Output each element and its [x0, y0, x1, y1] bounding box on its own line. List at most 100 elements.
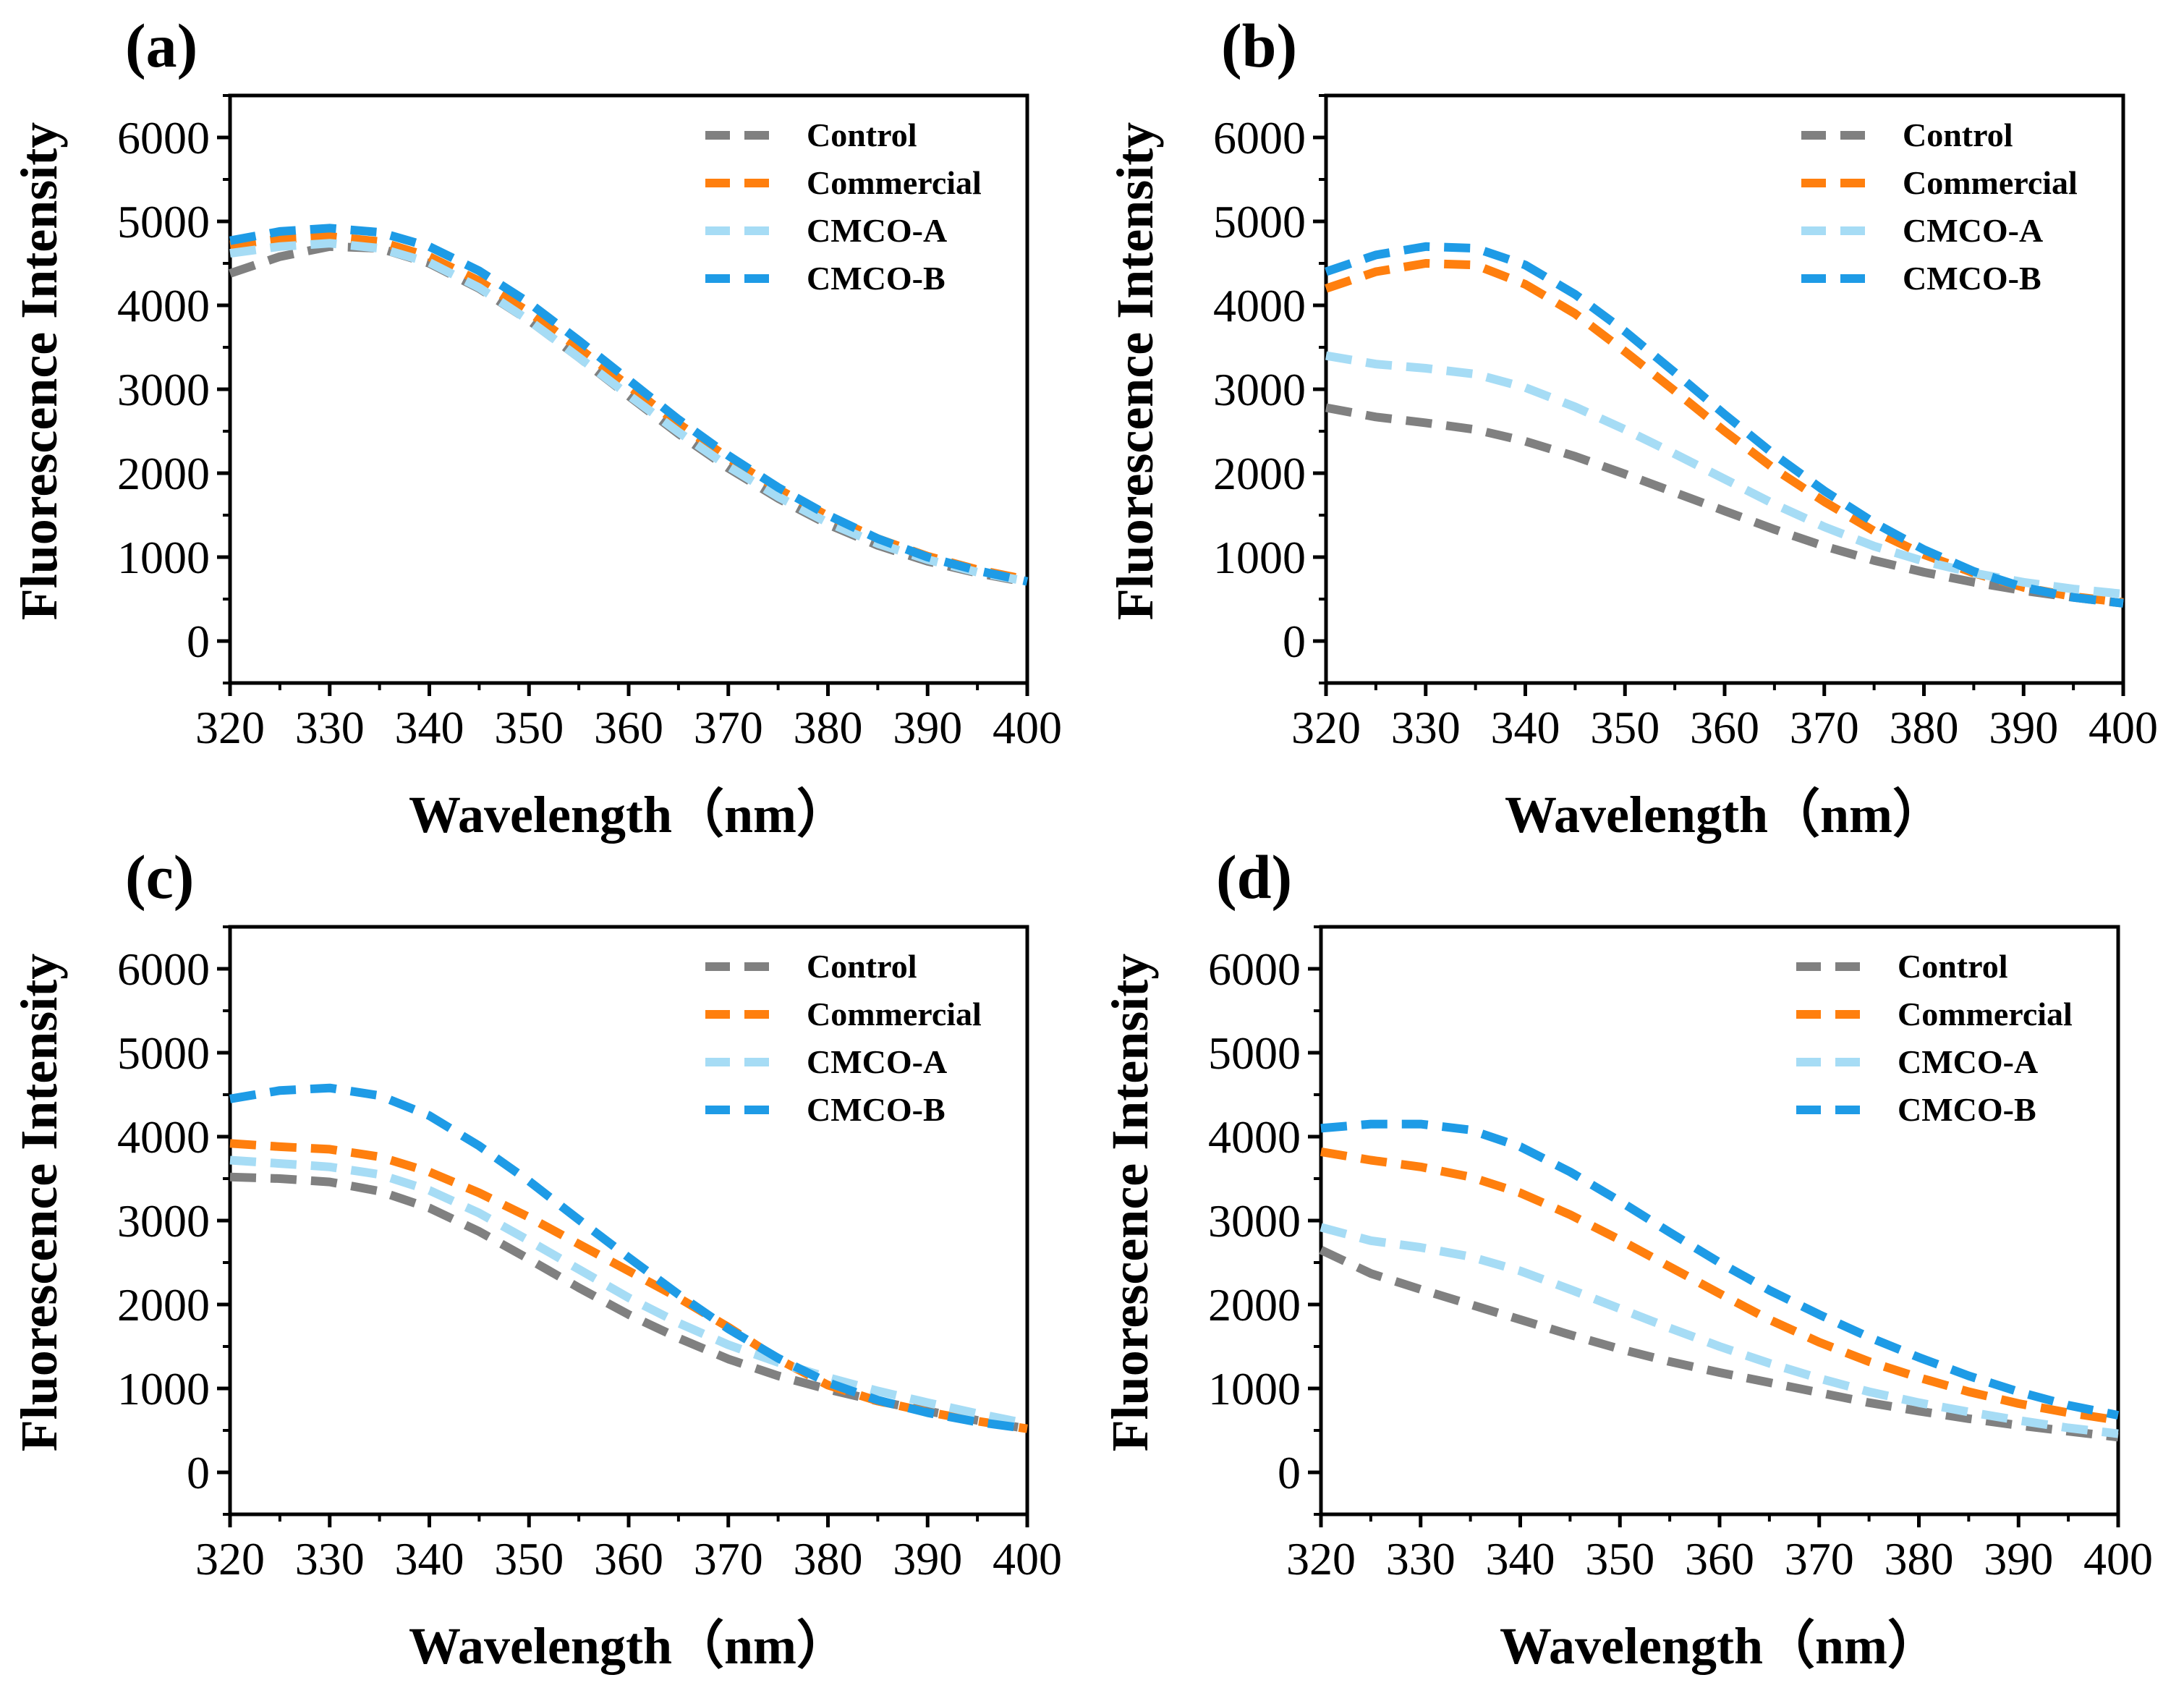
series-line-cmco-b	[1320, 1119, 2120, 1420]
y-tick-label: 3000	[117, 1195, 210, 1247]
legend-label: Commercial	[807, 996, 982, 1032]
series-line-control	[1325, 403, 2124, 608]
series-line-cmco-a	[1325, 351, 2124, 598]
x-tick-label: 340	[1486, 1533, 1555, 1585]
y-tick-label: 4000	[1213, 280, 1306, 331]
legend-label: CMCO-A	[1898, 1043, 2038, 1080]
y-tick-label: 0	[187, 616, 210, 667]
legend: Control Commercial CMCO-A CMCO-B	[1796, 948, 2073, 1128]
x-tick-label: 330	[1386, 1533, 1456, 1585]
x-tick-label: 360	[594, 1533, 663, 1585]
series-line-cmco-a	[229, 239, 1029, 586]
series-line-commercial	[1325, 259, 2124, 607]
legend-label: Control	[807, 948, 917, 985]
series-line-commercial	[1320, 1147, 2119, 1425]
y-tick-label: 3000	[1213, 364, 1306, 415]
legend-label: CMCO-A	[807, 1043, 947, 1080]
x-tick-label: 360	[1685, 1533, 1754, 1585]
x-tick-label: 400	[2083, 1533, 2153, 1585]
x-tick-label: 370	[694, 702, 763, 753]
x-tick-label: 370	[1790, 702, 1859, 753]
x-tick-label: 350	[1585, 1533, 1654, 1585]
panel-a: 0 1000 2000 3000 4000 5000 6000 320 330 340 350 360…	[10, 11, 1062, 844]
x-tick-label: 400	[993, 1533, 1062, 1585]
x-tick-label: 340	[1491, 702, 1560, 753]
panel-label: (d)	[1216, 842, 1292, 912]
legend: Control Commercial CMCO-A CMCO-B	[1801, 116, 2078, 297]
y-tick-label: 6000	[117, 112, 210, 164]
y-tick-label: 1000	[117, 1363, 210, 1414]
legend-label: CMCO-B	[1898, 1091, 2036, 1128]
x-tick-label: 400	[993, 702, 1062, 753]
x-tick-label: 320	[1286, 1533, 1356, 1585]
x-tick-label: 330	[295, 702, 365, 753]
x-tick-label: 400	[2089, 702, 2158, 753]
y-tick-label: 1000	[1208, 1363, 1301, 1414]
x-tick-label: 390	[1984, 1533, 2053, 1585]
panel-label: (a)	[125, 11, 197, 80]
legend-label: Control	[1903, 116, 2013, 153]
x-axis-title: Wavelength（nm）	[409, 786, 849, 844]
legend-label: Control	[1898, 948, 2008, 985]
series-line-control	[229, 242, 1029, 587]
y-tick-label: 4000	[1208, 1111, 1301, 1163]
y-tick-label: 0	[1283, 616, 1306, 667]
y-tick-label: 2000	[1213, 448, 1306, 499]
x-tick-label: 340	[395, 1533, 464, 1585]
x-tick-label: 380	[1885, 1533, 1954, 1585]
x-tick-label: 360	[594, 702, 663, 753]
y-tick-label: 6000	[1208, 943, 1301, 995]
series-line-control	[1319, 1246, 2119, 1442]
legend-label: Commercial	[807, 164, 982, 201]
x-axis-title: Wavelength（nm）	[409, 1617, 849, 1675]
x-tick-label: 390	[893, 702, 962, 753]
x-tick-label: 390	[1989, 702, 2058, 753]
legend-label: Commercial	[1898, 996, 2073, 1032]
panel-label: (c)	[125, 842, 194, 912]
y-axis-title: Fluorescence Intensity	[1101, 954, 1159, 1452]
series-line-commercial	[229, 1139, 1028, 1433]
legend-label: CMCO-B	[807, 1091, 946, 1128]
x-axis-title: Wavelength（nm）	[1500, 1617, 1939, 1675]
legend-label: CMCO-A	[807, 212, 947, 249]
legend-label: CMCO-A	[1903, 212, 2043, 249]
y-tick-label: 2000	[117, 448, 210, 499]
y-tick-label: 5000	[117, 196, 210, 247]
y-axis-title: Fluorescence Intensity	[1106, 122, 1164, 621]
y-tick-label: 3000	[1208, 1195, 1301, 1247]
panel-c: 0 1000 2000 3000 4000 5000 6000 320 330 340 350 360…	[10, 842, 1062, 1675]
series-line-cmco-b	[229, 1083, 1028, 1433]
y-axis-title: Fluorescence Intensity	[10, 122, 68, 621]
x-axis-title: Wavelength（nm）	[1505, 786, 1945, 844]
x-tick-label: 380	[794, 702, 863, 753]
y-tick-label: 5000	[117, 1027, 210, 1079]
x-tick-label: 320	[1291, 702, 1361, 753]
y-tick-label: 1000	[117, 532, 210, 583]
y-tick-label: 4000	[117, 1111, 210, 1163]
y-tick-label: 2000	[117, 1279, 210, 1331]
y-tick-label: 6000	[117, 943, 210, 995]
x-tick-label: 370	[1785, 1533, 1854, 1585]
panel-d: 0 1000 2000 3000 4000 5000 6000 320 330 340 350 360…	[1101, 842, 2153, 1675]
panel-label: (b)	[1221, 11, 1297, 80]
legend-label: Control	[807, 116, 917, 153]
legend-label: Commercial	[1903, 164, 2078, 201]
series-line-control	[229, 1172, 1028, 1433]
y-tick-label: 5000	[1213, 196, 1306, 247]
x-tick-label: 380	[1890, 702, 1959, 753]
x-tick-label: 320	[195, 1533, 265, 1585]
y-tick-label: 1000	[1213, 532, 1306, 583]
series-line-cmco-b	[1325, 242, 2124, 608]
x-tick-label: 340	[395, 702, 464, 753]
y-axis-title: Fluorescence Intensity	[10, 954, 68, 1452]
x-tick-label: 390	[893, 1533, 962, 1585]
x-tick-label: 350	[494, 1533, 564, 1585]
x-tick-label: 360	[1690, 702, 1759, 753]
legend: Control Commercial CMCO-A CMCO-B	[705, 116, 982, 297]
legend: Control Commercial CMCO-A CMCO-B	[705, 948, 982, 1128]
y-tick-label: 4000	[117, 280, 210, 331]
x-tick-label: 350	[494, 702, 564, 753]
x-tick-label: 370	[694, 1533, 763, 1585]
panel-b: 0 1000 2000 3000 4000 5000 6000 320 330 340 350 360…	[1106, 11, 2158, 844]
